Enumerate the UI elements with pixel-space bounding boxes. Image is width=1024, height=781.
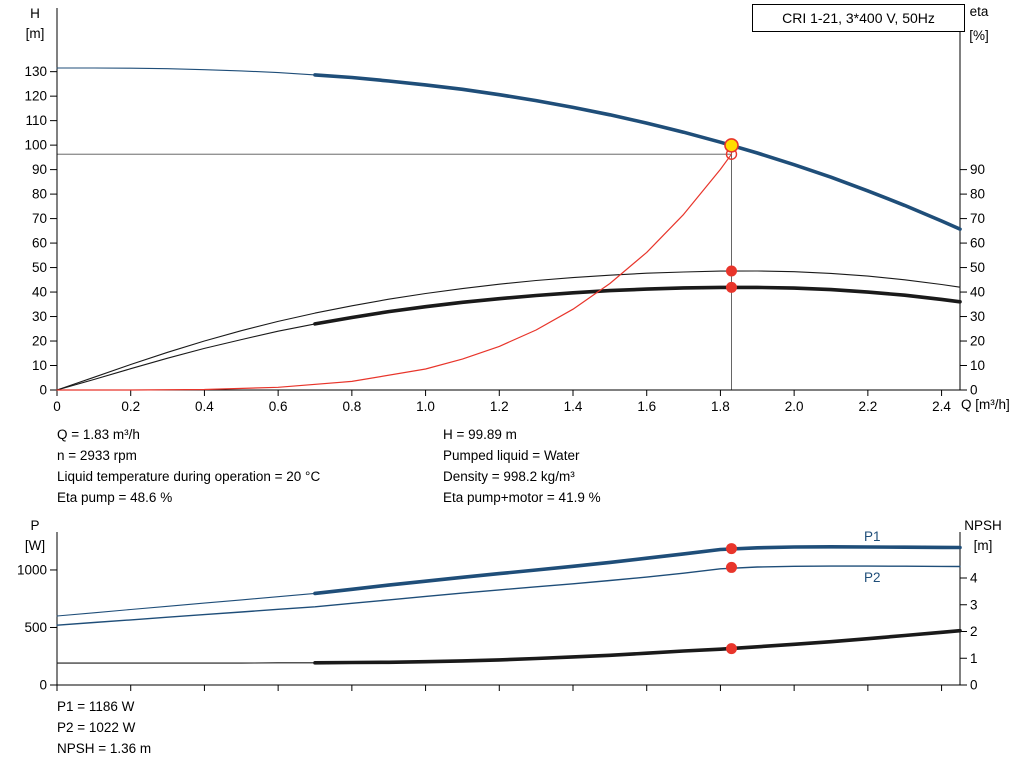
eta-pump-motor-low-flow: [56, 323, 316, 391]
system-curve: [56, 153, 733, 391]
npsh-curve: [313, 628, 962, 665]
y-tick-label-right: 40: [970, 285, 985, 300]
x-tick-label: 1.4: [564, 399, 583, 414]
axis-frame: [56, 8, 961, 391]
eta-axis-label: eta: [969, 4, 989, 19]
y-tick-label-left: 40: [32, 285, 47, 300]
x-tick-label: 1.8: [711, 399, 730, 414]
x-tick-label: 2.4: [932, 399, 951, 414]
x-tick-label: 0.2: [121, 399, 140, 414]
duty-head-text: H = 99.89 m: [443, 427, 517, 442]
npsh-axis-label: NPSH: [964, 518, 1002, 533]
duty-speed-text: n = 2933 rpm: [57, 448, 137, 463]
eta-pump-motor-curve: [313, 285, 962, 326]
p2-curve: [56, 565, 961, 626]
y-tick-label-left: 0: [39, 383, 47, 398]
x-tick-label: 1.6: [637, 399, 656, 414]
p-axis-unit-label: [W]: [24, 538, 46, 553]
result-npsh-text: NPSH = 1.36 m: [57, 741, 152, 756]
y-tick-label-left: 30: [32, 309, 47, 324]
axis-frame: [56, 532, 961, 686]
y-tick-label-right: 50: [970, 260, 985, 275]
operating-point-marker: [725, 281, 737, 293]
x-tick-label: 2.0: [785, 399, 804, 414]
eta-pump-curve: [56, 270, 961, 391]
y-tick-label-right: 3: [970, 597, 978, 612]
y-tick-label-right: 80: [970, 187, 985, 202]
x-tick-label: 1.2: [490, 399, 509, 414]
x-tick-label: 0: [53, 399, 61, 414]
p1-curve-low-flow: [56, 592, 316, 617]
y-tick-label-left: 120: [24, 89, 47, 104]
duty-point-marker[interactable]: [724, 138, 739, 153]
y-tick-label-left: 10: [32, 358, 47, 373]
x-tick-label: 1.0: [416, 399, 435, 414]
y-tick-label-right: 70: [970, 211, 985, 226]
x-tick-label: 2.2: [858, 399, 877, 414]
y-tick-label-left: 70: [32, 211, 47, 226]
y-tick-label-right: 90: [970, 162, 985, 177]
y-tick-label-left: 130: [24, 64, 47, 79]
operating-point-marker: [725, 543, 737, 555]
y-tick-label-right: 2: [970, 624, 978, 639]
y-tick-label-right: 0: [970, 383, 978, 398]
operating-point-marker: [725, 265, 737, 277]
y-tick-label-left: 1000: [17, 562, 47, 577]
duty-flow-text: Q = 1.83 m³/h: [57, 427, 140, 442]
q-axis-label: Q [m³/h]: [961, 397, 1010, 412]
h-axis-label: H: [30, 6, 40, 21]
p1-curve: [313, 545, 962, 596]
result-p1-text: P1 = 1186 W: [57, 699, 135, 714]
result-p2-text: P2 = 1022 W: [57, 720, 136, 735]
duty-liquid-text: Pumped liquid = Water: [443, 448, 580, 463]
h-axis-unit-label: [m]: [25, 26, 45, 41]
y-tick-label-left: 110: [25, 113, 47, 128]
y-tick-label-left: 0: [39, 678, 47, 693]
y-tick-label-right: 0: [970, 678, 978, 693]
head-curve: [313, 73, 962, 231]
x-tick-label: 0.8: [342, 399, 361, 414]
y-tick-label-left: 50: [32, 260, 47, 275]
y-tick-label-right: 1: [970, 651, 978, 666]
npsh-axis-unit-label: [m]: [973, 538, 993, 553]
x-tick-label: 0.4: [195, 399, 214, 414]
y-tick-label-left: 60: [32, 236, 47, 251]
x-tick-label: 0.6: [269, 399, 288, 414]
operating-point-marker: [725, 561, 737, 573]
p-axis-label: P: [30, 518, 40, 533]
head-curve-low-flow: [56, 67, 316, 76]
y-tick-label-left: 500: [24, 620, 47, 635]
duty-temperature-text: Liquid temperature during operation = 20…: [57, 469, 321, 484]
duty-eta-total-text: Eta pump+motor = 41.9 %: [443, 490, 601, 505]
y-tick-label-right: 10: [970, 358, 985, 373]
pump-model-badge: CRI 1-21, 3*400 V, 50Hz: [752, 4, 965, 32]
y-tick-label-left: 20: [32, 334, 47, 349]
y-tick-label-left: 90: [32, 162, 47, 177]
p2-curve-label: P2: [864, 570, 881, 585]
y-tick-label-right: 60: [970, 236, 985, 251]
duty-eta-pump-text: Eta pump = 48.6 %: [57, 490, 173, 505]
duty-density-text: Density = 998.2 kg/m³: [443, 469, 575, 484]
operating-point-marker: [725, 643, 737, 655]
y-tick-label-right: 20: [970, 334, 985, 349]
y-tick-label-right: 4: [970, 571, 978, 586]
eta-axis-unit-label: [%]: [969, 28, 989, 43]
y-tick-label-left: 80: [32, 187, 47, 202]
y-tick-label-right: 30: [970, 309, 985, 324]
p1-curve-label: P1: [864, 529, 881, 544]
y-tick-label-left: 100: [24, 138, 47, 153]
